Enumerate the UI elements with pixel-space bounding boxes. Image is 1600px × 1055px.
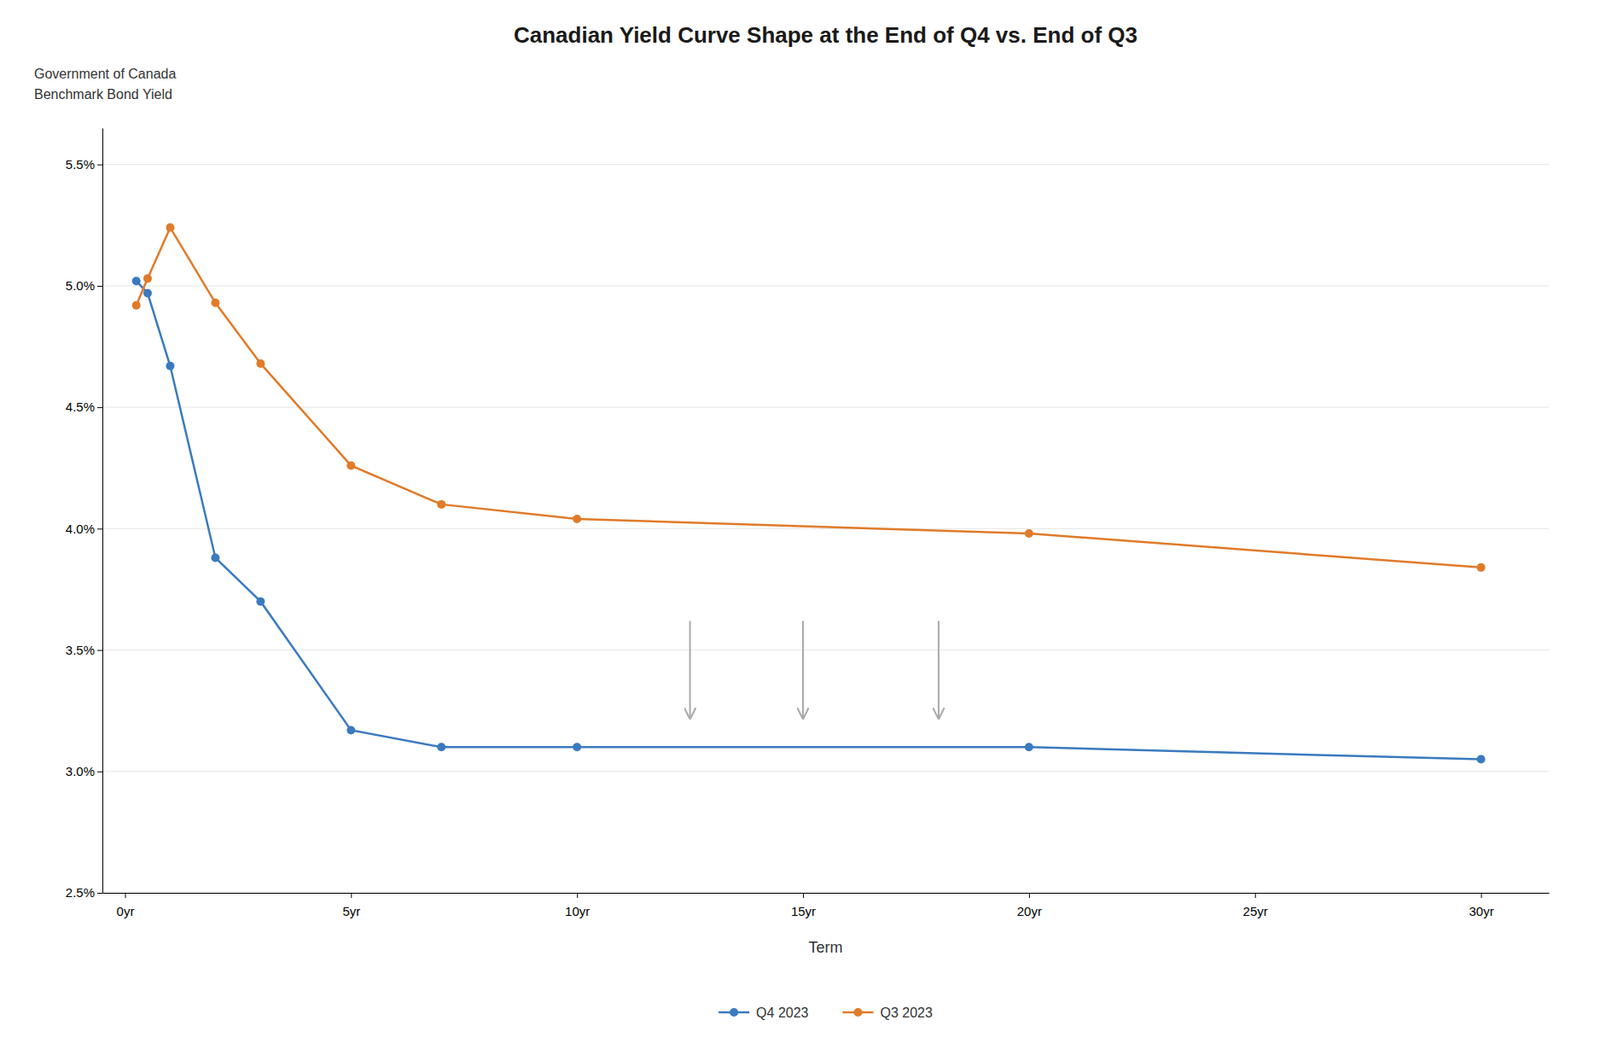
series-point — [572, 742, 582, 751]
x-tick: 5yr — [342, 892, 361, 919]
series-point — [132, 276, 141, 286]
y-tick-label: 5.5% — [65, 157, 95, 172]
legend-item: Q4 2023 — [718, 1005, 809, 1020]
x-tick-label: 5yr — [342, 903, 361, 919]
x-tick-label: 25yr — [1243, 903, 1269, 919]
series — [132, 223, 1486, 572]
arrow — [937, 620, 940, 718]
grid-line — [102, 407, 1549, 408]
x-tick: 10yr — [564, 892, 590, 919]
grid — [102, 164, 1549, 893]
legend-marker — [729, 1007, 739, 1017]
y-tick-mark — [97, 164, 103, 166]
grid-line — [102, 892, 1549, 894]
y-tick-mark — [97, 528, 103, 530]
series-line — [136, 227, 1482, 568]
x-tick-mark — [1481, 892, 1483, 898]
y-axis-title: Benchmark Bond Yield — [34, 87, 173, 102]
grid-line — [102, 649, 1549, 651]
y-tick: 4.0% — [65, 521, 103, 536]
y-tick: 5.0% — [65, 278, 103, 293]
y-tick-label: 3.0% — [65, 763, 95, 779]
series-point — [1477, 755, 1486, 764]
y-tick-mark — [97, 407, 103, 408]
series-line — [136, 280, 1482, 759]
x-tick-label: 0yr — [116, 903, 135, 919]
plot-area — [132, 223, 1486, 764]
x-tick: 30yr — [1468, 892, 1494, 919]
x-tick-mark — [576, 892, 578, 898]
y-tick-label: 4.0% — [65, 521, 95, 536]
x-tick-label: 30yr — [1468, 903, 1494, 919]
series-point — [436, 742, 446, 751]
series-point — [143, 273, 152, 283]
series-point — [143, 288, 152, 297]
y-tick: 2.5% — [65, 884, 103, 900]
y-tick: 5.5% — [65, 157, 103, 172]
y-axis: 2.5% 3.0% 3.5% 4.0% 4.5% 5.0% 5.5% — [65, 128, 104, 901]
x-tick: 0yr — [116, 892, 135, 919]
y-tick: 3.0% — [65, 763, 103, 779]
series-point — [1024, 742, 1034, 751]
y-tick-mark — [97, 650, 103, 652]
x-tick-label: 20yr — [1017, 903, 1042, 919]
legend-label: Q3 2023 — [880, 1005, 933, 1020]
y-tick-mark — [97, 285, 103, 287]
series-point — [165, 223, 175, 233]
y-tick-mark — [97, 892, 103, 894]
legend-label: Q4 2023 — [756, 1005, 809, 1020]
x-tick-mark — [350, 892, 352, 898]
series-point — [256, 359, 265, 368]
grid-line — [102, 528, 1549, 530]
series-point — [256, 597, 265, 606]
y-tick-label: 2.5% — [65, 884, 95, 900]
series-point — [165, 361, 175, 371]
series-point — [210, 298, 220, 308]
grid-line — [102, 770, 1549, 772]
y-tick-mark — [97, 771, 103, 773]
x-tick-mark — [1029, 892, 1030, 898]
arrow — [802, 620, 804, 718]
y-tick-label: 5.0% — [65, 278, 95, 293]
series-point — [1477, 563, 1486, 572]
y-axis-title: Government of Canada — [34, 66, 176, 82]
series-point — [346, 725, 355, 734]
y-tick: 4.5% — [65, 399, 103, 414]
x-axis: 0yr 5yr 10yr 15yr 20yr 25yr 30yr — [103, 892, 1550, 919]
legend-item: Q3 2023 — [843, 1005, 933, 1020]
x-axis-title: Term — [808, 938, 844, 956]
series-point — [572, 514, 582, 524]
arrow — [689, 620, 692, 718]
x-axis-line — [103, 892, 1550, 894]
y-tick: 3.5% — [65, 642, 103, 658]
legend-marker — [854, 1007, 863, 1017]
x-tick-mark — [1255, 892, 1257, 898]
grid-line — [102, 285, 1549, 286]
y-tick-label: 3.5% — [65, 642, 95, 658]
title: Canadian Yield Curve Shape at the End of… — [513, 22, 1138, 48]
x-tick: 20yr — [1017, 892, 1042, 919]
x-tick: 15yr — [791, 892, 816, 919]
chart: 0yr 5yr 10yr 15yr 20yr 25yr 30yr 2.5% 3.0% 3.5% 4.… — [0, 0, 1600, 1055]
series-point — [210, 552, 220, 562]
series-point — [132, 301, 141, 310]
y-axis-line — [102, 128, 104, 894]
series-point — [1024, 529, 1034, 538]
grid-line — [102, 163, 1549, 165]
x-tick-mark — [802, 892, 804, 898]
legend: Q4 2023 Q3 2023 — [718, 1005, 933, 1020]
x-tick: 25yr — [1243, 892, 1269, 919]
series — [132, 276, 1486, 763]
x-tick-label: 15yr — [791, 903, 816, 919]
x-tick-label: 10yr — [564, 903, 590, 919]
y-tick-label: 4.5% — [65, 399, 95, 414]
series-point — [436, 500, 446, 509]
series-point — [346, 460, 355, 470]
x-tick-mark — [124, 892, 126, 898]
